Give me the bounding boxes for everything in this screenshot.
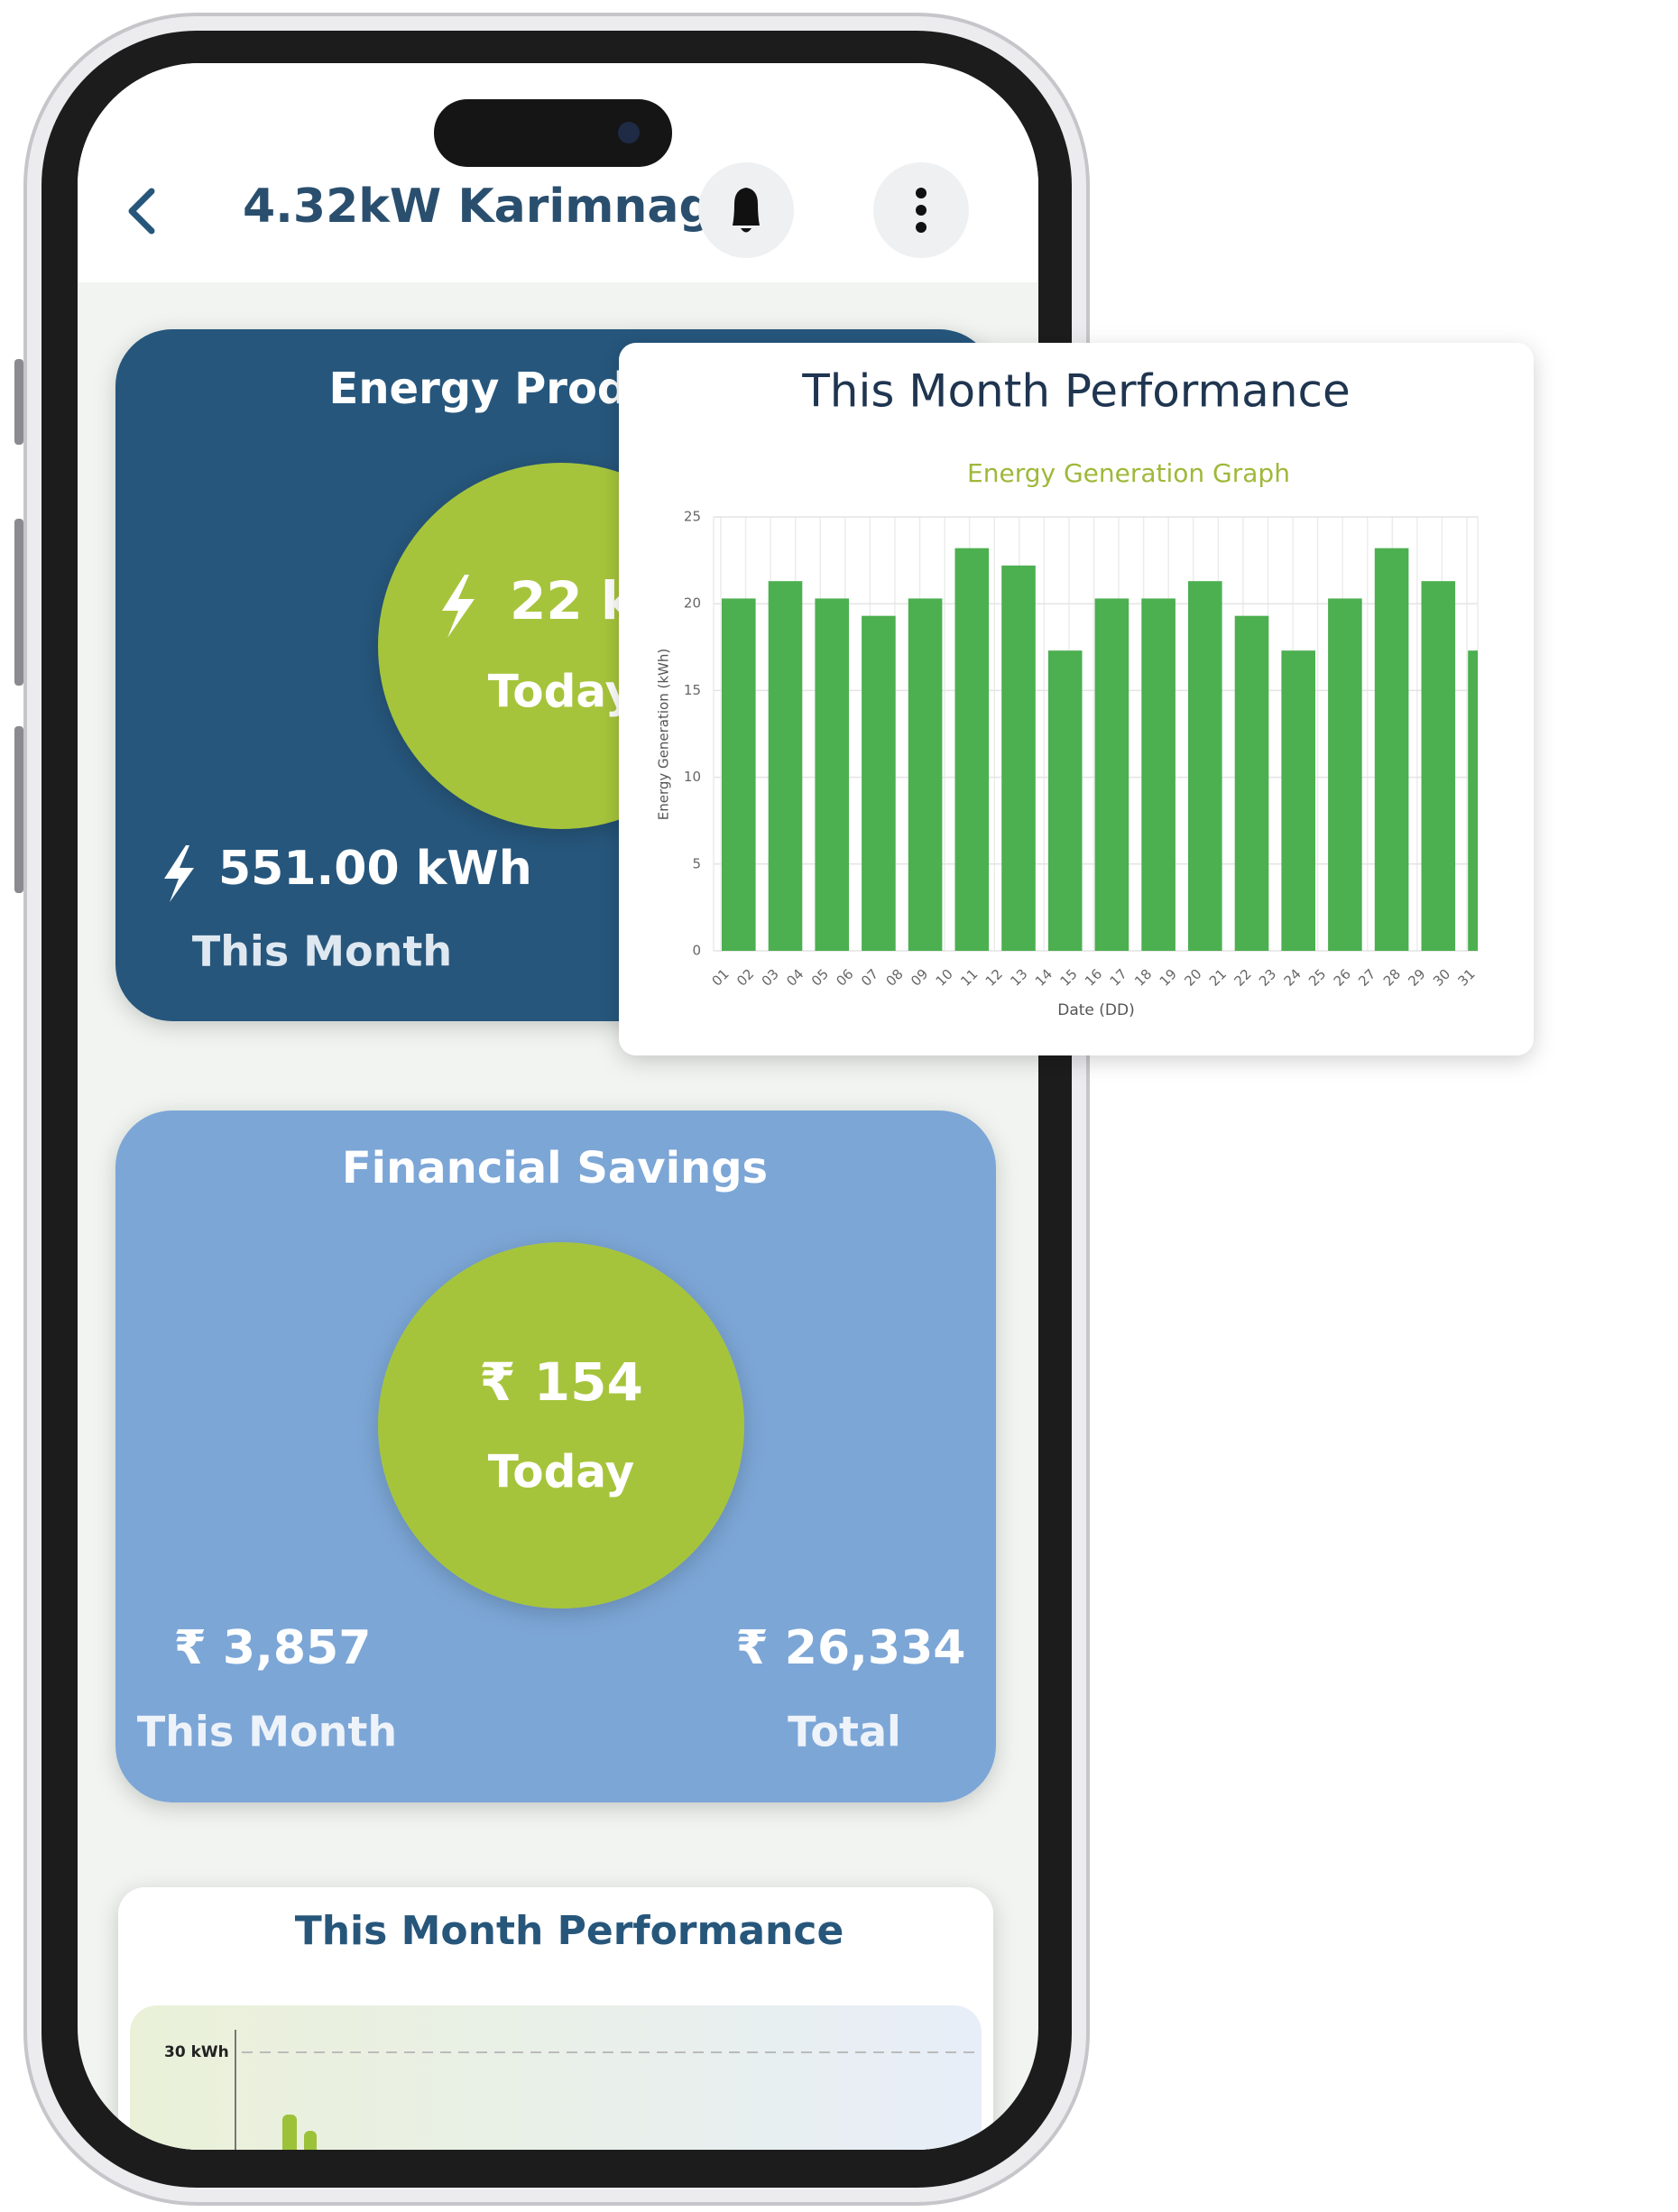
card-title: Financial Savings <box>342 1143 768 1194</box>
total-label: Total <box>788 1708 901 1756</box>
month-label: This Month <box>192 927 452 976</box>
bar <box>1281 650 1315 951</box>
bar <box>1141 598 1176 951</box>
bolt-icon <box>164 845 194 902</box>
y-tick-label: 20 <box>684 595 701 612</box>
side-button <box>14 359 23 445</box>
bar <box>1421 581 1456 951</box>
popup: This Month Performance Energy Generation… <box>619 343 1534 1055</box>
bar <box>1374 548 1409 951</box>
menu-dot <box>916 222 927 233</box>
bar <box>768 581 803 951</box>
preview-bar <box>282 2115 297 2150</box>
card-title: This Month Performance <box>295 1908 844 1954</box>
camera <box>618 122 640 143</box>
bolt-icon <box>442 575 475 638</box>
chart-title: Energy Generation Graph <box>967 458 1290 488</box>
y-tick-label: 10 <box>684 769 701 785</box>
bar <box>1047 650 1083 951</box>
preview-axis-label: 30 kWh <box>164 2043 229 2061</box>
bar <box>862 615 896 951</box>
bar <box>1328 598 1362 951</box>
y-tick-label: 0 <box>692 943 701 959</box>
popup-title: This Month Performance <box>801 365 1351 418</box>
bar <box>1001 565 1036 951</box>
menu-dot <box>916 205 927 216</box>
x-axis-label: Date (DD) <box>1057 1001 1134 1019</box>
y-tick-label: 5 <box>692 855 701 871</box>
bar <box>1234 615 1269 951</box>
total-value: ₹ 26,334 <box>736 1621 966 1675</box>
chart: 01 02 03 04 05 06 07 08 09 10 11 12 13 14 15 16 17 18 19 20… <box>684 509 1479 990</box>
preview-bar <box>304 2131 317 2150</box>
today-value: ₹ 154 <box>479 1351 643 1413</box>
month-label: This Month <box>137 1708 397 1756</box>
bar <box>1094 598 1129 951</box>
bar <box>815 598 849 951</box>
bar <box>722 598 756 951</box>
side-button <box>14 726 23 893</box>
y-axis-label: Energy Generation (kWh) <box>656 649 672 820</box>
bell-icon <box>733 188 760 233</box>
bar <box>1468 650 1478 951</box>
dynamic-island <box>434 99 672 167</box>
bar <box>908 598 943 951</box>
y-tick-label: 25 <box>684 509 701 525</box>
bar <box>954 548 990 951</box>
preview-chart <box>130 2005 982 2150</box>
menu-dot <box>916 188 927 198</box>
month-value: 551.00 kWh <box>218 842 532 896</box>
today-circle <box>378 1242 744 1608</box>
bars <box>722 548 1478 951</box>
today-label: Today <box>488 1446 634 1498</box>
side-button <box>14 519 23 686</box>
bar <box>1188 581 1222 951</box>
today-label: Today <box>488 666 634 718</box>
y-tick-label: 15 <box>684 682 701 698</box>
back-button[interactable] <box>128 188 155 235</box>
header-title: 4.32kW Karimnag... <box>243 180 766 234</box>
month-value: ₹ 3,857 <box>174 1621 372 1675</box>
